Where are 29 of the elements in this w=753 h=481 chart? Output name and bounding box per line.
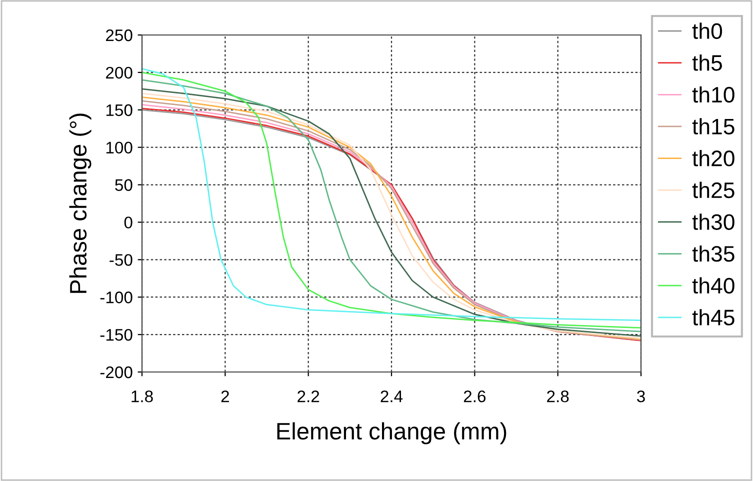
x-tick-label: 2 — [221, 390, 229, 402]
legend-label: th25 — [692, 182, 734, 198]
legend-label: th40 — [692, 277, 734, 294]
x-tick-label: 2.8 — [547, 390, 569, 402]
y-tick-label: 0 — [124, 216, 132, 228]
legend-label: th15 — [692, 118, 734, 134]
legend-label: th10 — [692, 86, 734, 103]
y-tick-label: 200 — [106, 66, 132, 79]
y-tick-label: 250 — [106, 29, 132, 42]
y-tick-label: -150 — [100, 328, 132, 341]
x-tick-label: 2.2 — [298, 390, 320, 402]
x-tick-label: 2.6 — [464, 390, 486, 402]
legend-label: th35 — [692, 245, 734, 262]
y-axis-title: Phase change (°) — [69, 114, 92, 293]
y-tick-label: -100 — [100, 292, 132, 304]
legend-label: th45 — [692, 309, 734, 326]
y-tick-label: -50 — [110, 254, 132, 266]
y-tick-label: 50 — [115, 179, 132, 191]
legend-label: th5 — [692, 54, 722, 71]
x-tick-label: 3 — [637, 390, 645, 402]
legend-label: th20 — [692, 150, 734, 166]
x-tick-label: 1.8 — [132, 390, 153, 402]
y-tick-label: 100 — [106, 142, 132, 154]
x-tick-label: 2.4 — [380, 390, 403, 402]
legend-label: th0 — [692, 22, 722, 39]
y-tick-label: -200 — [100, 366, 132, 378]
x-axis-title: Element change (mm) — [277, 422, 506, 444]
legend-label: th30 — [692, 214, 734, 230]
y-tick-label: 150 — [106, 104, 132, 116]
